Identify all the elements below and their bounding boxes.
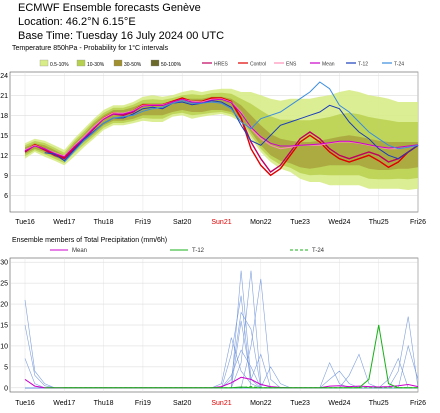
- probability-legend-label: 10-30%: [87, 62, 105, 68]
- temperature-y-tick-label: 6: [4, 193, 8, 200]
- precip-x-tick-label: Fri19: [135, 400, 151, 407]
- temperature-series-t-24: [63, 81, 419, 163]
- temperature-x-tick-label: Thu18: [94, 219, 114, 226]
- temperature-y-tick-label: 12: [0, 153, 8, 160]
- probability-legend-label: 50-100%: [161, 62, 182, 68]
- precip-x-tick-label: Thu18: [94, 400, 114, 407]
- probability-legend-label: 30-50%: [124, 62, 142, 68]
- chart-title: ECMWF Ensemble forecasts Genève: [18, 2, 201, 14]
- temperature-x-tick-label: Wed24: [328, 219, 350, 226]
- temperature-x-tick-label: Mon22: [250, 219, 272, 226]
- temperature-series-mean: [24, 98, 419, 158]
- series-legend-label: T-24: [394, 62, 404, 68]
- precipitation-chart-title: Ensemble members of Total Precipitation …: [12, 237, 168, 244]
- temperature-y-tick-label: 24: [0, 73, 8, 80]
- precip-y-tick-label: 5: [4, 364, 8, 371]
- precip-y-tick-label: 30: [0, 260, 8, 267]
- precip-x-tick-label: Tue23: [290, 400, 310, 407]
- temperature-x-tick-label: Sun21: [211, 219, 231, 226]
- series-legend-label: HRES: [214, 62, 229, 68]
- precip-x-tick-label: Wed17: [53, 400, 75, 407]
- precip-legend-label: T-12: [192, 248, 205, 254]
- precip-series-t-24: [64, 386, 418, 389]
- temperature-x-tick-label: Fri26: [410, 219, 426, 226]
- probability-legend-swatch: [76, 59, 86, 67]
- precip-y-tick-label: 25: [0, 281, 8, 288]
- temperature-x-tick-label: Tue16: [15, 219, 35, 226]
- probability-legend-label: 0.5-10%: [50, 62, 69, 68]
- temperature-y-tick-label: 18: [0, 113, 8, 120]
- precip-y-tick-label: 0: [4, 385, 8, 392]
- precip-x-tick-label: Thu25: [369, 400, 389, 407]
- precip-x-tick-label: Tue16: [15, 400, 35, 407]
- series-legend-label: Control: [250, 62, 266, 68]
- probability-legend-swatch: [39, 59, 49, 67]
- precip-x-tick-label: Wed24: [328, 400, 350, 407]
- precip-legend-label: T-24: [312, 248, 325, 254]
- temperature-y-tick-label: 9: [4, 173, 8, 180]
- precip-y-tick-label: 10: [0, 343, 8, 350]
- precip-x-tick-label: Sun21: [211, 400, 231, 407]
- temperature-x-tick-label: Tue23: [290, 219, 310, 226]
- series-legend-label: Mean: [322, 62, 335, 68]
- precip-x-tick-label: Mon22: [250, 400, 272, 407]
- series-legend-label: T-12: [358, 62, 368, 68]
- probability-legend-swatch: [113, 59, 123, 67]
- temperature-x-tick-label: Thu25: [369, 219, 389, 226]
- temperature-series-ens: [24, 98, 419, 157]
- temperature-x-tick-label: Sat20: [173, 219, 191, 226]
- base-time-label: Base Time: Tuesday 16 July 2024 00 UTC: [18, 30, 225, 42]
- precip-x-tick-label: Sat20: [173, 400, 191, 407]
- temperature-chart-title: Temperature 850hPa - Probability for 1°C…: [12, 45, 169, 52]
- series-legend-label: ENS: [286, 62, 297, 68]
- location-label: Location: 46.2°N 6.15°E: [18, 16, 136, 28]
- precip-x-tick-label: Fri26: [410, 400, 426, 407]
- probability-legend-swatch: [150, 59, 160, 67]
- temperature-x-tick-label: Wed17: [53, 219, 75, 226]
- precip-legend-label: Mean: [72, 248, 87, 254]
- temperature-y-tick-label: 21: [0, 93, 8, 100]
- temperature-y-tick-label: 15: [0, 133, 8, 140]
- temperature-x-tick-label: Fri19: [135, 219, 151, 226]
- precip-y-tick-label: 15: [0, 323, 8, 330]
- precip-y-tick-label: 20: [0, 302, 8, 309]
